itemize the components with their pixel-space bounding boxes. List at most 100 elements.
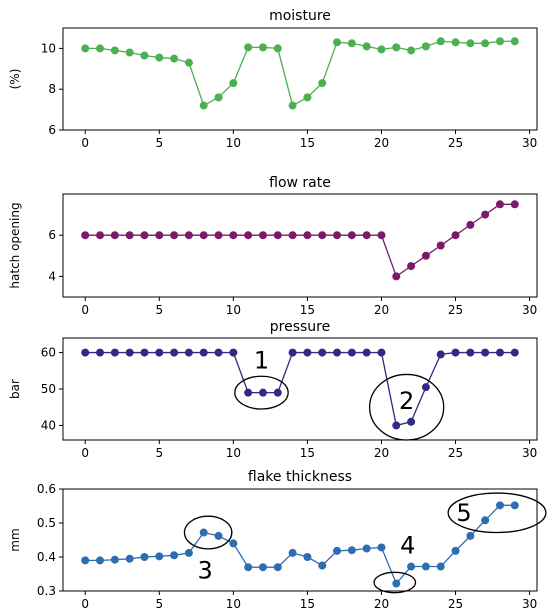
y-tick-label: 60	[41, 346, 56, 360]
data-point	[81, 231, 90, 240]
data-point	[421, 42, 430, 51]
x-tick-label: 20	[374, 303, 389, 317]
data-point	[347, 231, 356, 240]
x-tick-label: 30	[522, 303, 537, 317]
x-tick-label: 10	[226, 303, 241, 317]
data-point	[303, 348, 312, 357]
chart-flake-thickness: flake thickness mm 0 5 10 15 20 25 30 0.3 0.4 0.5…	[8, 469, 547, 611]
x-tick-label: 15	[300, 446, 315, 460]
data-point	[303, 231, 312, 240]
data-point	[377, 231, 386, 240]
plot-frame	[62, 488, 538, 592]
y-tick-label: 50	[41, 382, 56, 396]
data-point	[392, 421, 401, 430]
x-tick-label: 0	[81, 136, 89, 150]
annotation-label: 5	[456, 499, 471, 527]
data-point	[96, 348, 105, 357]
annotation-ellipse	[447, 492, 547, 534]
y-tick-label: 10	[41, 41, 56, 55]
data-point	[407, 417, 416, 426]
data-point	[199, 101, 208, 110]
data-point	[199, 348, 208, 357]
x-tick-label: 15	[300, 136, 315, 150]
annotation-ellipse	[183, 515, 233, 550]
data-point	[140, 348, 149, 357]
data-point	[347, 348, 356, 357]
data-point	[140, 553, 149, 561]
data-point	[110, 46, 119, 55]
plot-frame	[62, 193, 538, 298]
data-point	[407, 262, 416, 271]
plot-frame	[62, 337, 538, 441]
x-tick-label: 10	[226, 136, 241, 150]
data-point	[288, 348, 297, 357]
annotation-ellipse	[368, 373, 445, 441]
data-point	[81, 348, 90, 357]
plot-frame	[62, 27, 538, 131]
annotation-label: 1	[254, 347, 269, 375]
y-axis-label: (%)	[8, 69, 22, 90]
data-point	[495, 200, 504, 209]
y-tick-label: 0.5	[37, 516, 56, 530]
data-point	[110, 348, 119, 357]
data-point	[392, 579, 401, 588]
data-point	[184, 231, 193, 240]
data-point	[244, 388, 253, 397]
data-point	[229, 539, 238, 548]
y-tick-label: 6	[48, 228, 56, 242]
data-point	[495, 348, 504, 357]
data-point	[377, 543, 386, 552]
y-axis-label: mm	[8, 528, 22, 551]
data-point	[510, 501, 519, 510]
data-point	[273, 44, 282, 53]
data-point	[436, 350, 445, 359]
series-line	[85, 504, 515, 585]
x-tick-label: 0	[81, 303, 89, 317]
series-line	[85, 351, 515, 427]
y-axis-label: hatch opening	[8, 202, 22, 288]
x-tick-label: 30	[522, 136, 537, 150]
y-tick-label: 0.6	[37, 482, 56, 496]
x-tick-label: 30	[522, 597, 537, 611]
data-point	[273, 231, 282, 240]
data-point	[407, 46, 416, 55]
data-point	[481, 210, 490, 219]
chart-title: moisture	[269, 8, 331, 24]
data-point	[318, 561, 327, 570]
x-tick-label: 30	[522, 446, 537, 460]
data-point	[244, 563, 253, 572]
data-point	[421, 562, 430, 571]
data-point	[214, 348, 223, 357]
data-point	[436, 562, 445, 571]
data-point	[140, 231, 149, 240]
x-tick-label: 25	[448, 303, 463, 317]
data-point	[451, 231, 460, 240]
x-tick-label: 20	[374, 446, 389, 460]
x-tick-label: 5	[155, 597, 163, 611]
data-point	[392, 272, 401, 281]
data-point	[155, 552, 164, 561]
data-point	[407, 562, 416, 571]
data-point	[436, 241, 445, 250]
data-point	[110, 555, 119, 564]
data-point	[466, 531, 475, 540]
data-point	[214, 531, 223, 540]
data-point	[510, 37, 519, 46]
data-point	[421, 383, 430, 392]
y-tick-label: 4	[48, 269, 56, 283]
data-point	[244, 43, 253, 52]
x-tick-label: 15	[300, 303, 315, 317]
data-point	[125, 231, 134, 240]
data-point	[96, 44, 105, 53]
data-point	[451, 348, 460, 357]
data-point	[318, 79, 327, 88]
data-point	[155, 53, 164, 62]
y-tick-label: 8	[48, 82, 56, 96]
y-tick-label: 6	[48, 123, 56, 137]
chart-pressure: pressure bar 0 5 10 15 20 25 30 40 50 60 1 2	[8, 319, 538, 460]
data-point	[125, 348, 134, 357]
data-point	[495, 37, 504, 46]
data-point	[214, 93, 223, 102]
data-point	[333, 348, 342, 357]
data-point	[170, 231, 179, 240]
